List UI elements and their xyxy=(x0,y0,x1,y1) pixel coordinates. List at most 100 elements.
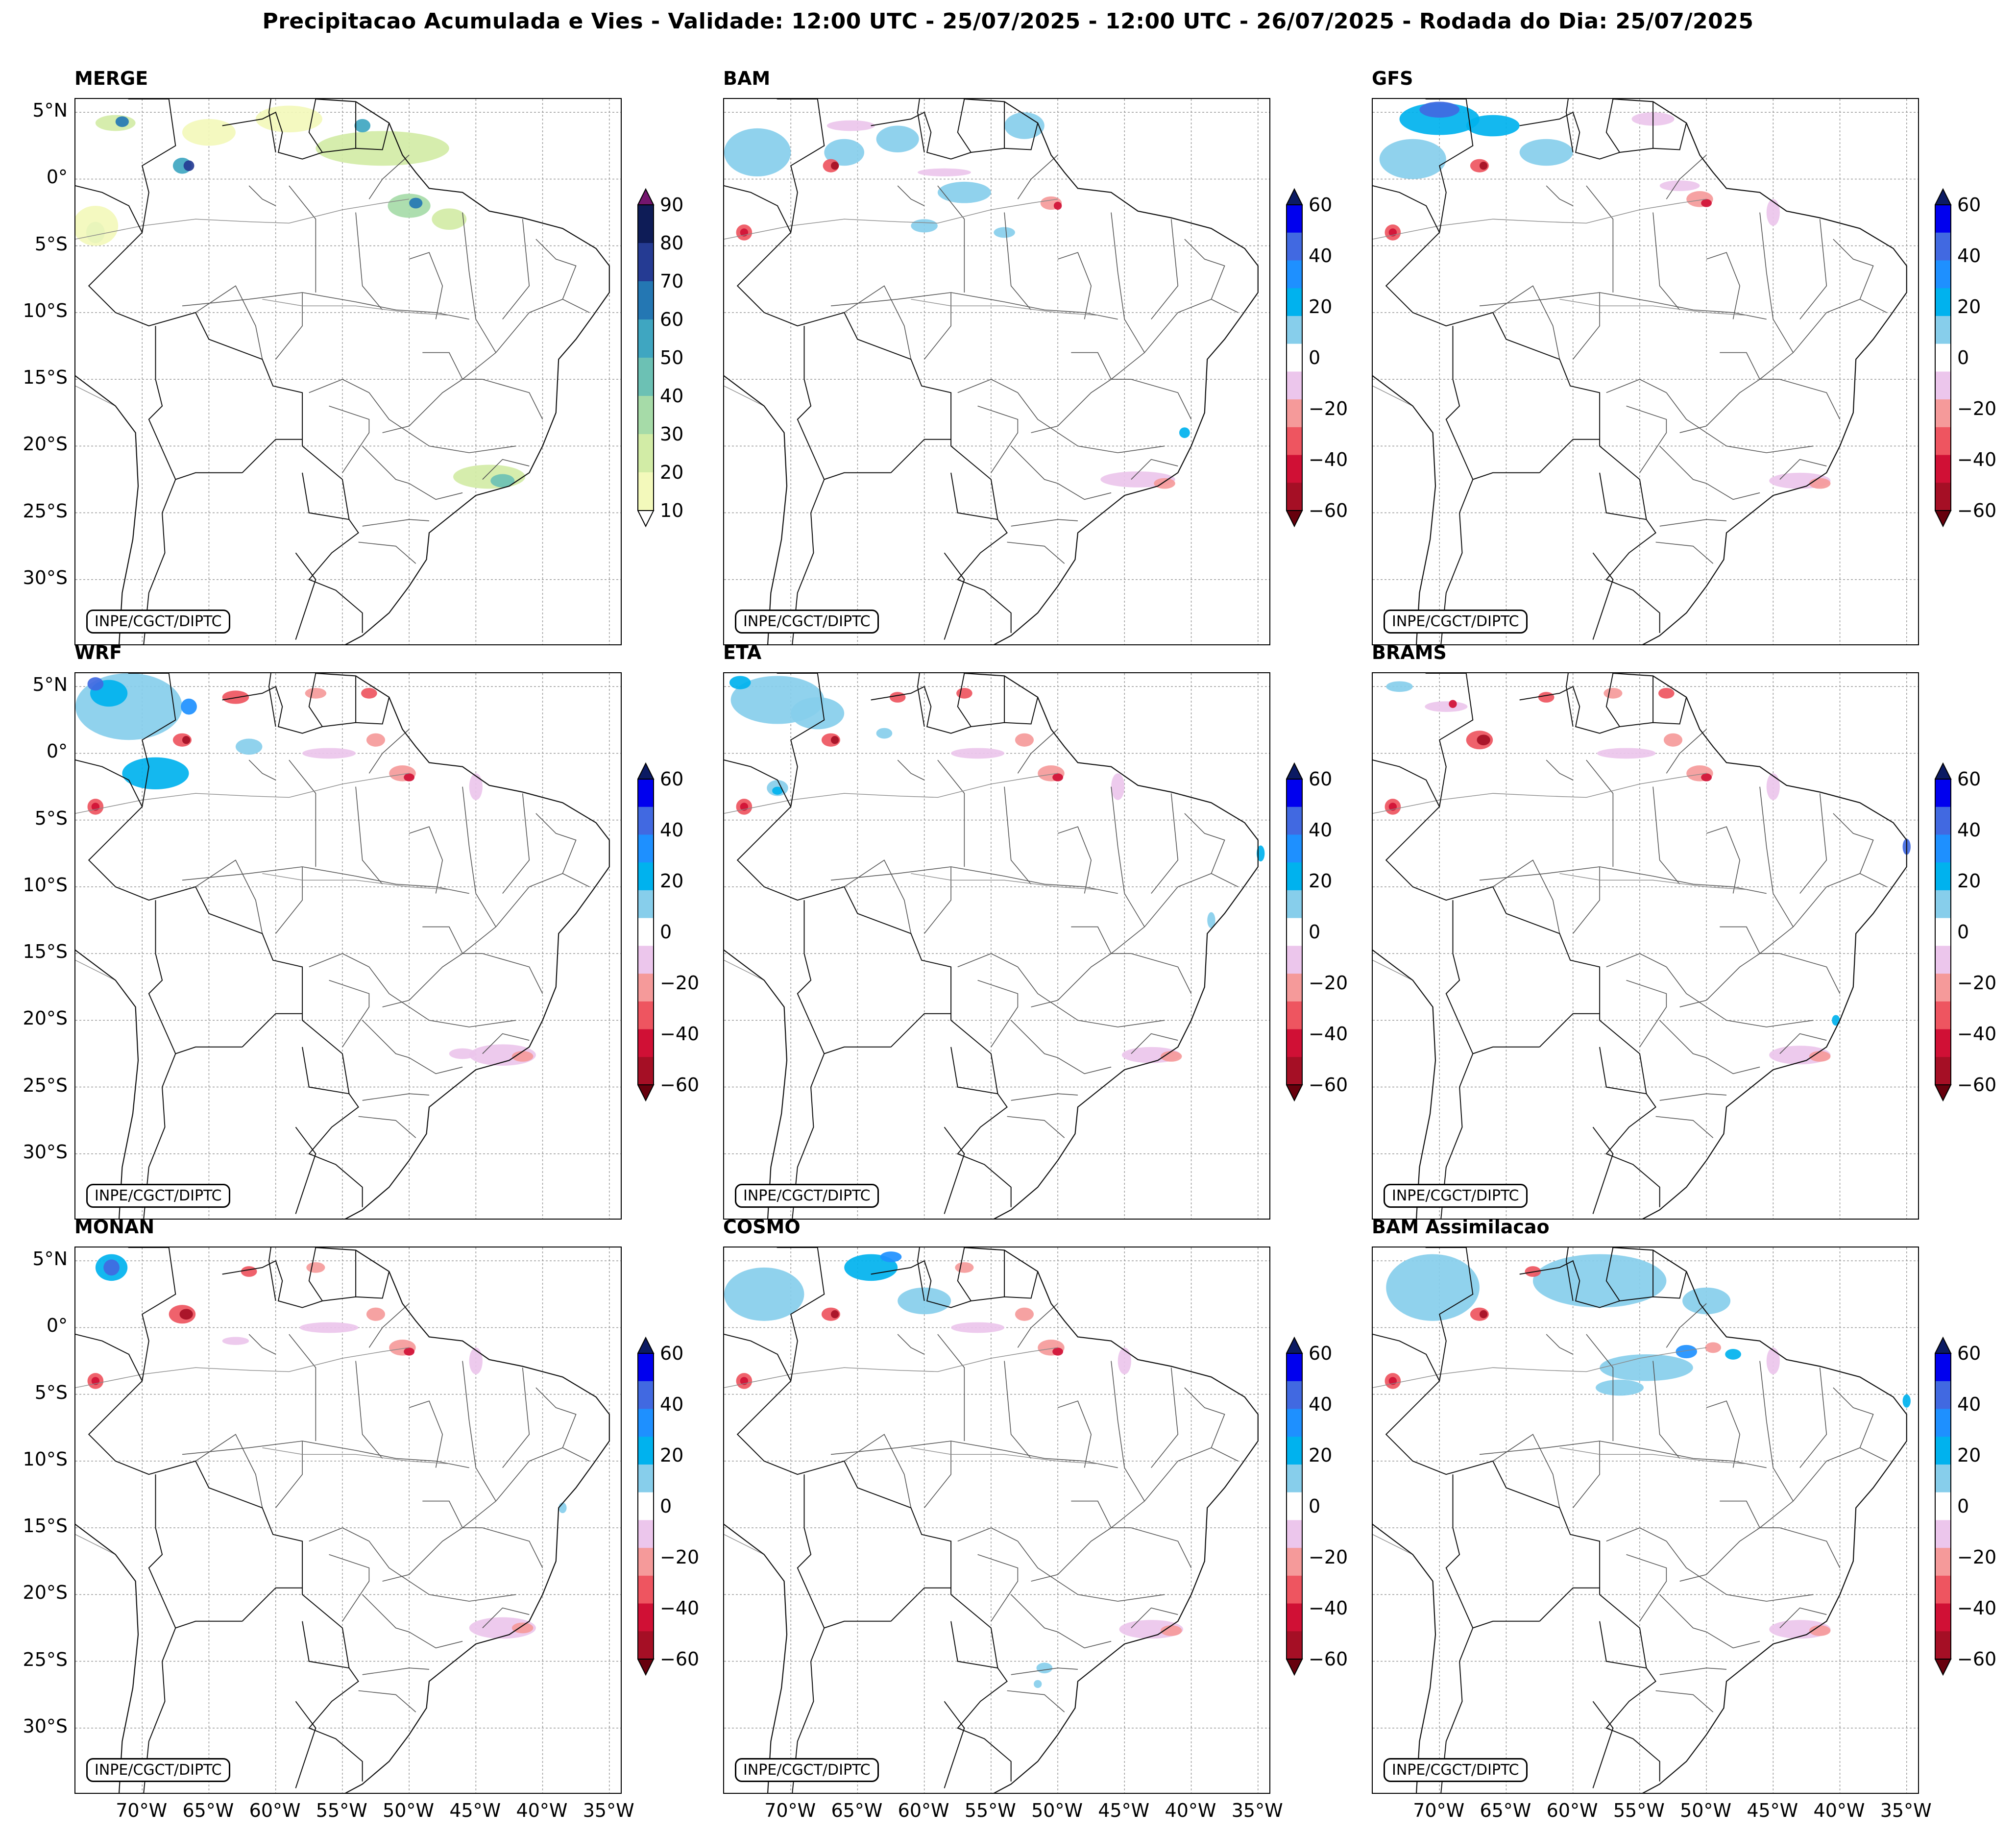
colorbar-segment xyxy=(1287,890,1302,919)
country-border xyxy=(950,1621,998,1669)
precip-area xyxy=(876,125,919,152)
minor-line xyxy=(75,386,116,407)
country-border xyxy=(1539,1587,1600,1622)
precip-area xyxy=(1682,1287,1731,1315)
colorbar-segment xyxy=(1287,1575,1302,1604)
minor-line xyxy=(75,1347,410,1388)
state-border xyxy=(1679,1500,1761,1582)
state-border xyxy=(1492,1434,1560,1508)
colorbar-segment xyxy=(1287,779,1302,807)
state-border xyxy=(1666,392,1814,453)
state-border xyxy=(1573,293,1600,360)
precip-area xyxy=(791,697,845,730)
colorbar-tick-label: −20 xyxy=(1309,398,1348,419)
precip-area xyxy=(826,120,875,131)
state-border xyxy=(182,866,469,894)
state-border xyxy=(1652,786,1680,885)
country-border xyxy=(1539,439,1600,473)
lat-tick-label: 5°N xyxy=(32,674,68,696)
state-border xyxy=(248,185,276,206)
minor-line xyxy=(1559,299,1747,316)
state-border xyxy=(1799,793,1827,894)
country-border xyxy=(1385,99,1660,633)
state-border xyxy=(977,405,1019,473)
colorbar-segment xyxy=(1935,807,1951,835)
map-canvas xyxy=(724,673,1269,1219)
map-panel-monan: INPE/CGCT/DIPTC xyxy=(74,1247,622,1794)
precip-area xyxy=(1725,1349,1741,1360)
state-border xyxy=(1666,966,1814,1027)
lon-tick-label: 65°W xyxy=(1480,1800,1531,1821)
lat-tick-label: 5°S xyxy=(34,233,68,255)
state-border xyxy=(289,759,316,867)
state-border xyxy=(368,966,516,1027)
country-border xyxy=(308,99,323,153)
country-border xyxy=(950,472,998,520)
minor-line xyxy=(724,198,1058,240)
colorbar-segment xyxy=(638,1057,654,1085)
colorbar-segment xyxy=(638,1409,654,1437)
precip-area xyxy=(1015,733,1034,747)
state-border xyxy=(1011,519,1078,527)
state-border xyxy=(897,759,925,781)
country-border xyxy=(143,326,176,644)
colorbar-tick-label: −20 xyxy=(660,972,700,994)
country-border xyxy=(175,1620,243,1629)
precip-area xyxy=(1809,1625,1831,1636)
country-border xyxy=(1599,1047,1647,1095)
colorbar-tick-label: −60 xyxy=(1957,1074,1997,1096)
country-border xyxy=(295,1126,316,1214)
state-border xyxy=(1706,1400,1741,1468)
colorbar-segment xyxy=(638,1001,654,1030)
country-border xyxy=(1472,472,1540,480)
colorbar-segment xyxy=(1935,1437,1951,1465)
precip-area xyxy=(1705,1342,1722,1353)
colorbar-tick-label: 70 xyxy=(660,270,684,292)
precip-area xyxy=(1766,199,1780,226)
lon-tick-label: 45°W xyxy=(1098,1800,1150,1821)
state-border xyxy=(897,1334,925,1355)
country-border xyxy=(302,1047,349,1095)
state-border xyxy=(1131,1607,1178,1629)
colorbar-over-arrow xyxy=(637,188,655,205)
lon-tick-label: 55°W xyxy=(1613,1800,1665,1821)
colorbar-tick-label: −40 xyxy=(1957,449,1997,470)
minor-line xyxy=(1559,873,1747,890)
precip-area xyxy=(1052,773,1063,782)
colorbar-segment xyxy=(1935,1057,1951,1085)
state-border xyxy=(977,979,1019,1048)
minor-line xyxy=(1373,960,1413,981)
precip-area xyxy=(1603,687,1623,699)
precip-area xyxy=(559,1502,567,1514)
country-border xyxy=(75,759,143,807)
map-canvas xyxy=(75,673,621,1219)
state-border xyxy=(182,292,469,320)
precip-area xyxy=(772,786,783,795)
state-border xyxy=(957,953,1018,968)
colorbar-tick-label: 40 xyxy=(660,819,684,841)
country-border xyxy=(1373,759,1440,807)
country-border xyxy=(792,1474,825,1793)
country-border xyxy=(242,1013,303,1048)
country-border xyxy=(917,1247,925,1301)
precip-area xyxy=(388,194,431,218)
precip-area xyxy=(1379,139,1446,179)
credit-label: INPE/CGCT/DIPTC xyxy=(86,610,230,634)
colorbar-segment xyxy=(638,807,654,835)
colorbar-segment xyxy=(1287,1001,1302,1030)
lat-tick-label: 30°S xyxy=(23,566,68,588)
state-border xyxy=(1479,866,1767,894)
country-border xyxy=(75,185,143,233)
state-border xyxy=(462,212,496,353)
colorbar-tick-label: 20 xyxy=(660,1444,684,1466)
state-border xyxy=(1110,1447,1212,1528)
lat-tick-label: 25°S xyxy=(23,1648,68,1670)
colorbar-tick-label: 0 xyxy=(660,1495,672,1517)
colorbar-tick-label: 20 xyxy=(1309,1444,1333,1466)
colorbar-segment xyxy=(1935,834,1951,863)
state-border xyxy=(1111,786,1145,928)
state-border xyxy=(1799,219,1827,319)
state-border xyxy=(462,786,496,928)
colorbar-tick-label: −60 xyxy=(1957,1648,1997,1670)
credit-label: INPE/CGCT/DIPTC xyxy=(1384,1758,1528,1782)
